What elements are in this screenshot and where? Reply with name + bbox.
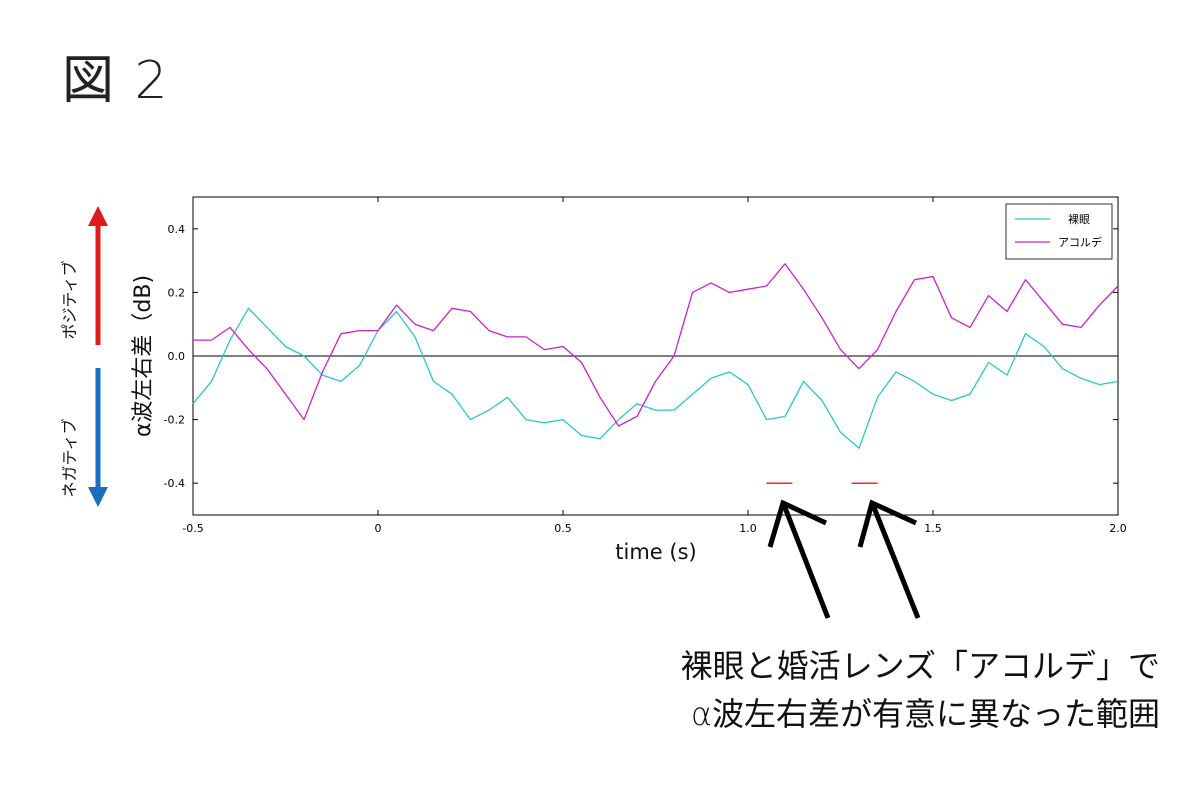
pointer-arrowhead-2	[857, 499, 918, 548]
caption-line-2: α波左右差が有意に異なった範囲	[690, 695, 1160, 733]
series-lines	[192, 263, 1119, 449]
pointer-arrow-2	[870, 504, 921, 619]
x-tick-label: 0.5	[554, 522, 572, 535]
positive-arrowhead	[88, 206, 108, 226]
legend: 裸眼 アコルデ	[1005, 203, 1113, 260]
negative-label: ネガティブ	[60, 418, 79, 497]
pointer-arrowhead-1	[767, 499, 828, 548]
figure-title: 図 2	[62, 51, 170, 111]
x-tick-label: 0	[375, 522, 382, 535]
x-tick-label: 1.0	[739, 522, 757, 535]
x-tick-label: 2.0	[1109, 522, 1127, 535]
y-tick-label: 0.4	[168, 223, 186, 236]
series-line-naked	[192, 307, 1119, 449]
y-tick-label: -0.2	[164, 414, 185, 427]
x-axis-label: time (s)	[615, 540, 696, 564]
series-line-accorde	[193, 263, 1119, 427]
positive-label: ポジティブ	[60, 260, 79, 339]
caption: 裸眼と婚活レンズ「アコルデ」で α波左右差が有意に異なった範囲	[520, 642, 1160, 738]
legend-label-naked: 裸眼	[1068, 212, 1090, 226]
negative-arrowhead	[88, 487, 108, 507]
legend-box	[1005, 203, 1113, 260]
y-tick-label: 0.2	[168, 286, 186, 299]
y-axis-label: α波左右差（dB)	[131, 275, 156, 437]
caption-line-1: 裸眼と婚活レンズ「アコルデ」で	[680, 647, 1160, 685]
pointer-arrow-1	[781, 504, 831, 619]
x-tick-label: 1.5	[924, 522, 942, 535]
legend-label-accorde: アコルデ	[1058, 235, 1102, 249]
y-tick-label: 0.0	[168, 350, 186, 363]
polarity-indicator: ポジティブ ネガティブ	[60, 206, 108, 507]
x-tick-label: -0.5	[182, 522, 203, 535]
axis-ticks: -0.5 0 0.5 1.0 1.5 2.0 0.4 0.2 0.0 -0.2 -0.4	[164, 197, 1127, 535]
pointer-arrows	[767, 499, 921, 619]
y-tick-label: -0.4	[164, 477, 185, 490]
